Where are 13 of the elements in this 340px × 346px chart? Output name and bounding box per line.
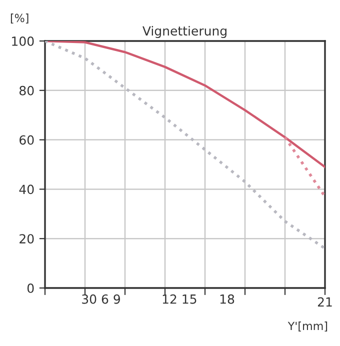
y-tick-label: 0	[27, 283, 34, 293]
y-tick-label: 60	[20, 135, 34, 145]
y-tick-label: 20	[20, 234, 34, 244]
y-tick-label: 80	[20, 86, 34, 96]
chart-title: Vignettierung	[142, 26, 226, 38]
text: 12 15	[162, 294, 196, 304]
text: 30 6 9	[82, 294, 120, 304]
text: 18	[220, 294, 234, 304]
x-axis-title: Y'[mm]	[288, 322, 328, 332]
y-axis-title: [%]	[10, 14, 28, 24]
y-tick-label: 100	[12, 36, 34, 46]
x-tick-label: 21	[318, 297, 332, 307]
y-tick-label: 40	[19, 184, 34, 194]
